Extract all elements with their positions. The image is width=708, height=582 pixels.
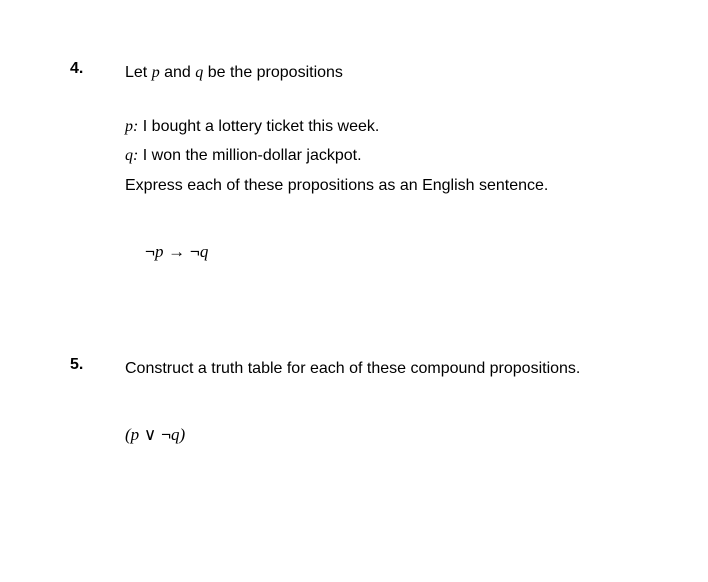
question-4-formula: ¬p → ¬q xyxy=(145,238,658,265)
formula-p-q5: p xyxy=(131,425,140,444)
formula-close-paren: ) xyxy=(180,425,186,444)
neg-symbol-q5: ¬ xyxy=(161,425,171,444)
question-4-instruction: Express each of these propositions as an… xyxy=(125,173,658,199)
question-5-number: 5. xyxy=(70,356,125,374)
question-5-content: Construct a truth table for each of thes… xyxy=(125,356,658,449)
formula-q: q xyxy=(200,242,209,261)
intro-and: and xyxy=(160,64,196,81)
proposition-p: p: I bought a lottery ticket this week. xyxy=(125,114,658,140)
question-4-number: 4. xyxy=(70,60,125,78)
arrow-symbol: → xyxy=(163,242,189,261)
formula-q-q5: q xyxy=(171,425,180,444)
intro-prefix: Let xyxy=(125,64,152,81)
q-label: q: xyxy=(125,147,138,164)
p-label: p: xyxy=(125,118,138,135)
question-5-formula: (p ∨ ¬q) xyxy=(125,421,658,448)
neg-symbol-2: ¬ xyxy=(190,242,200,261)
intro-p-var: p xyxy=(152,64,160,81)
proposition-q: q: I won the million-dollar jackpot. xyxy=(125,143,658,169)
question-4-content: Let p and q be the propositions p: I bou… xyxy=(125,60,658,266)
intro-suffix: be the propositions xyxy=(203,64,343,81)
question-5: 5. Construct a truth table for each of t… xyxy=(70,356,658,449)
question-5-instruction: Construct a truth table for each of thes… xyxy=(125,356,658,382)
q-text: I won the million-dollar jackpot. xyxy=(138,147,361,164)
p-text: I bought a lottery ticket this week. xyxy=(138,118,379,135)
or-symbol: ∨ xyxy=(139,425,161,444)
question-4: 4. Let p and q be the propositions p: I … xyxy=(70,60,658,266)
neg-symbol-1: ¬ xyxy=(145,242,155,261)
question-4-intro: Let p and q be the propositions xyxy=(125,60,658,86)
